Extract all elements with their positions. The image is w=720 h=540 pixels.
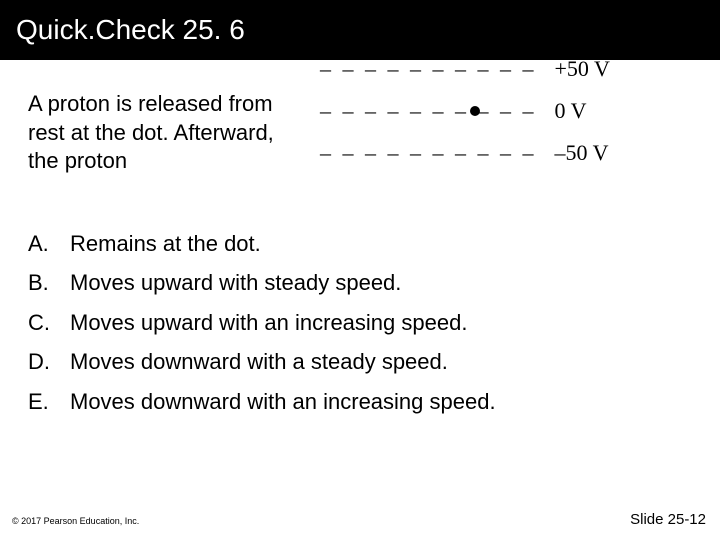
equipotential-line-bottom: – – – – – – – – – – –50 V [320, 140, 609, 166]
option-e: E. Moves downward with an increasing spe… [28, 388, 692, 416]
option-text: Moves upward with steady speed. [70, 269, 401, 297]
option-letter: D. [28, 348, 70, 376]
dash-line: – – – – – – – – – – [320, 140, 537, 166]
equipotential-line-top: – – – – – – – – – – +50 V [320, 56, 610, 82]
equipotential-line-middle: – – – – – – – – – – 0 V [320, 98, 587, 124]
option-text: Moves downward with an increasing speed. [70, 388, 496, 416]
proton-dot [470, 106, 480, 116]
dash-line: – – – – – – – – – – [320, 56, 537, 82]
copyright-text: © 2017 Pearson Education, Inc. [12, 516, 139, 526]
content-area: A proton is released from rest at the do… [0, 60, 720, 415]
title-bar: Quick.Check 25. 6 [0, 0, 720, 60]
option-letter: C. [28, 309, 70, 337]
option-letter: E. [28, 388, 70, 416]
option-letter: A. [28, 230, 70, 258]
potential-label-middle: 0 V [555, 98, 587, 124]
potential-diagram: – – – – – – – – – – +50 V – – – – – – – … [320, 56, 710, 176]
answer-options: A. Remains at the dot. B. Moves upward w… [28, 230, 692, 416]
option-c: C. Moves upward with an increasing speed… [28, 309, 692, 337]
option-d: D. Moves downward with a steady speed. [28, 348, 692, 376]
option-text: Remains at the dot. [70, 230, 261, 258]
slide-number: Slide 25-12 [630, 511, 706, 528]
slide-title: Quick.Check 25. 6 [16, 14, 245, 46]
question-text: A proton is released from rest at the do… [28, 90, 288, 176]
potential-label-bottom: –50 V [555, 140, 609, 166]
potential-label-top: +50 V [555, 56, 610, 82]
option-a: A. Remains at the dot. [28, 230, 692, 258]
dash-line: – – – – – – – – – – [320, 98, 537, 124]
option-b: B. Moves upward with steady speed. [28, 269, 692, 297]
option-text: Moves upward with an increasing speed. [70, 309, 467, 337]
option-text: Moves downward with a steady speed. [70, 348, 448, 376]
option-letter: B. [28, 269, 70, 297]
